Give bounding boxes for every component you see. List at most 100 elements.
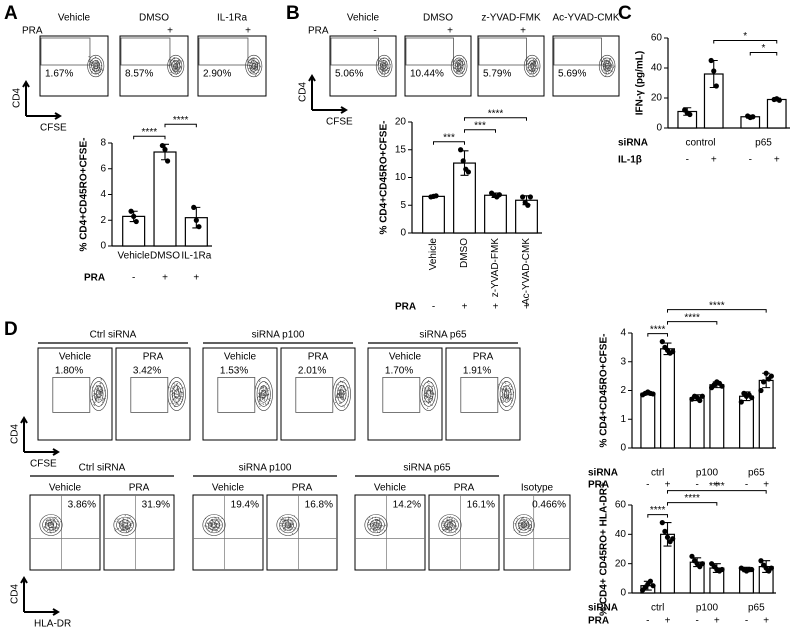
data-point <box>460 158 466 164</box>
event-dot <box>175 62 177 64</box>
event-cloud <box>167 377 186 411</box>
gate <box>553 37 602 66</box>
event-dot <box>283 524 285 527</box>
event-dot <box>376 531 379 533</box>
event-dot <box>386 64 388 66</box>
event-dot <box>291 524 293 526</box>
row-sign: + <box>665 480 671 491</box>
event-dot <box>531 63 533 65</box>
significance-label: **** <box>650 505 666 516</box>
plot-title: PRA <box>143 352 164 363</box>
data-point <box>711 68 717 74</box>
event-dot <box>603 59 606 61</box>
event-dot <box>425 394 427 396</box>
y-tick-label: 20 <box>395 117 407 128</box>
contour <box>251 62 257 69</box>
event-dot <box>57 523 59 525</box>
event-dot <box>122 527 124 530</box>
event-dot <box>48 524 50 526</box>
event-dot <box>98 66 100 68</box>
event-dot <box>99 398 101 401</box>
event-dot <box>286 523 288 525</box>
contour <box>205 516 223 534</box>
group-label: control <box>685 138 715 149</box>
contour <box>89 377 108 411</box>
event-dot <box>523 523 525 525</box>
event-dot <box>100 397 102 399</box>
data-point <box>193 217 199 223</box>
data-point <box>458 147 464 153</box>
event-dot <box>379 58 381 60</box>
event-dot <box>450 530 452 532</box>
row-sign: + <box>774 155 780 166</box>
gate-percent: 8.57% <box>125 68 153 79</box>
contour <box>419 377 438 411</box>
event-dot <box>214 524 216 526</box>
event-dot <box>177 399 179 401</box>
event-dot <box>181 391 183 393</box>
event-dot <box>99 383 101 385</box>
data-point <box>776 97 782 103</box>
event-dot <box>511 393 513 395</box>
contour <box>247 57 261 75</box>
y-tick-label: 2 <box>100 215 106 226</box>
event-dot <box>421 385 423 387</box>
data-point <box>659 339 665 345</box>
plot-title: PRA <box>129 483 150 494</box>
event-dot <box>96 64 98 66</box>
event-dot <box>339 388 342 390</box>
event-dot <box>340 394 342 396</box>
y-tick-label: 20 <box>615 558 627 569</box>
event-dot <box>250 71 252 73</box>
row-sign: - <box>695 616 698 627</box>
event-dot <box>457 68 459 70</box>
gate-percent: 10.44% <box>410 68 444 79</box>
event-dot <box>171 73 173 75</box>
plot-title: Vehicle <box>59 352 92 363</box>
event-dot <box>519 519 521 521</box>
event-dot <box>57 526 59 528</box>
event-dot <box>383 66 385 68</box>
sign: + <box>245 26 251 37</box>
event-dot <box>458 71 460 73</box>
data-point <box>664 534 671 540</box>
plot-title: IL-1Ra <box>217 13 247 24</box>
event-dot <box>502 401 504 403</box>
contour <box>602 60 612 72</box>
event-dot <box>46 529 48 531</box>
event-dot <box>249 65 251 67</box>
row-sign: - <box>749 155 752 166</box>
flow-plot <box>192 494 264 571</box>
event-dot <box>122 518 124 520</box>
event-dot <box>532 72 534 74</box>
gate <box>330 37 379 66</box>
contour <box>339 389 345 399</box>
event-dot <box>283 530 285 532</box>
event-dot <box>538 67 540 69</box>
data-point <box>689 553 695 559</box>
event-cloud <box>497 377 516 411</box>
event-dot <box>177 68 179 70</box>
event-dot <box>505 390 507 392</box>
axis-label: CD4 <box>10 424 21 444</box>
event-dot <box>170 61 172 63</box>
event-dot <box>521 528 523 530</box>
data-point <box>527 194 534 200</box>
event-dot <box>451 528 453 530</box>
contour <box>119 519 131 531</box>
contour <box>254 377 273 411</box>
event-dot <box>506 391 508 393</box>
event-dot <box>98 386 100 388</box>
event-dot <box>341 393 343 395</box>
event-dot <box>380 60 382 62</box>
event-dot <box>172 394 174 396</box>
data-point <box>433 193 439 199</box>
contour <box>91 381 106 407</box>
event-dot <box>174 397 176 399</box>
event-dot <box>99 390 101 392</box>
data-point <box>647 578 654 584</box>
event-dot <box>374 528 376 530</box>
event-dot <box>130 521 132 523</box>
event-dot <box>98 392 100 394</box>
event-dot <box>427 391 429 393</box>
